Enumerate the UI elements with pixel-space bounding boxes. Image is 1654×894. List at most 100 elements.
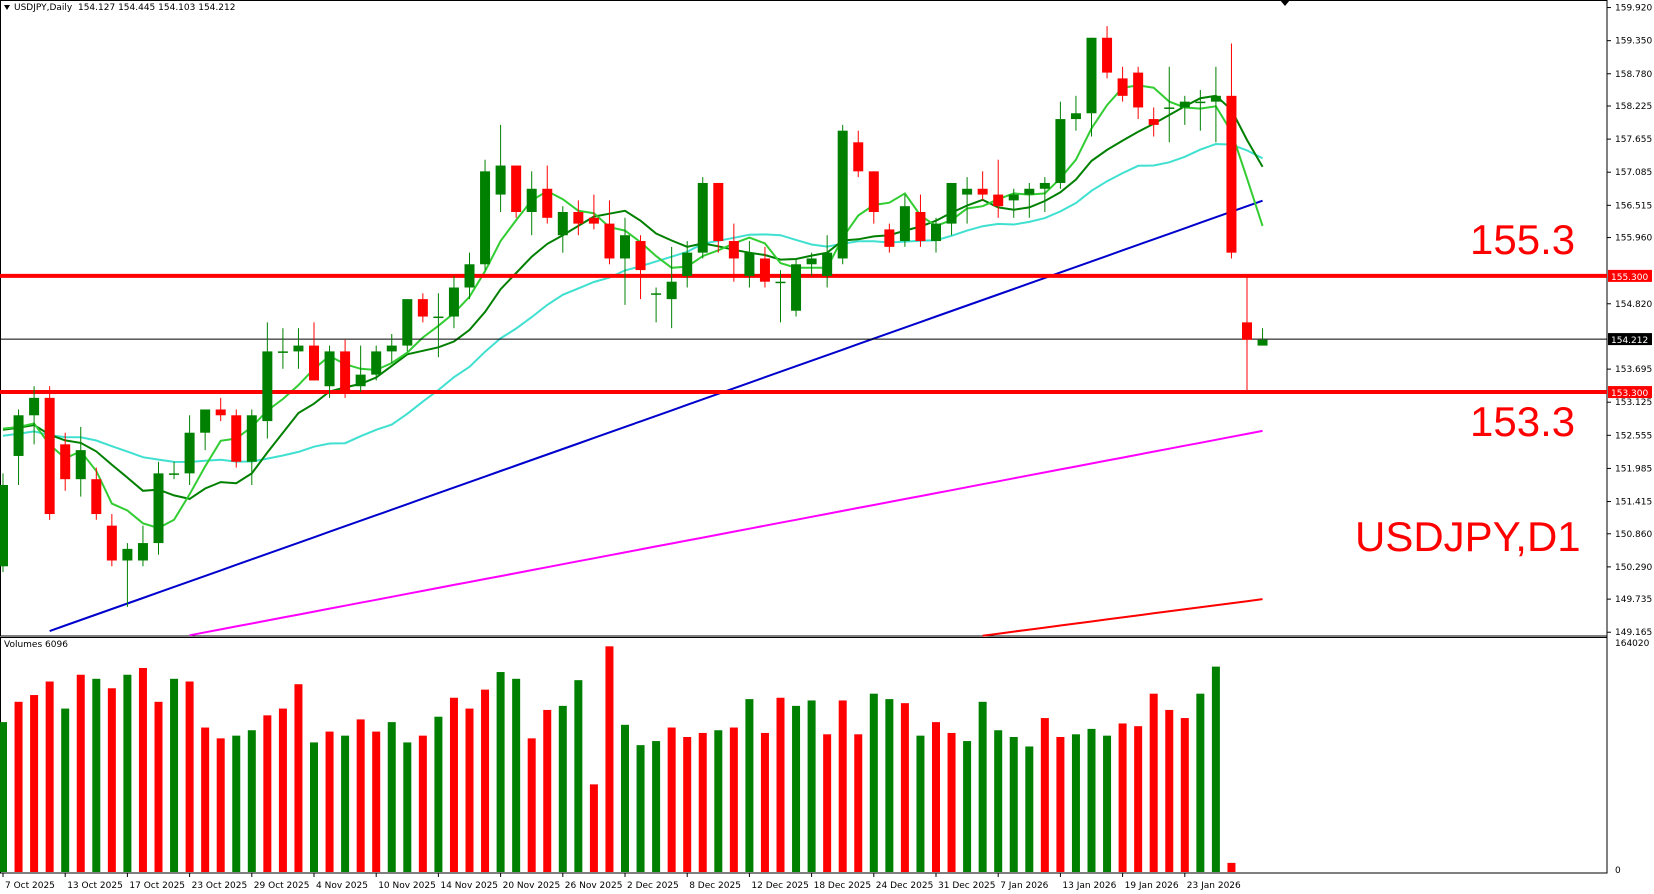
candle-body: [791, 264, 802, 311]
volume-bar: [216, 738, 225, 872]
volume-bar: [1211, 666, 1220, 872]
candle-body: [682, 252, 693, 276]
candle-body: [324, 351, 335, 387]
volume-bar: [278, 708, 287, 872]
time-axis-label: 29 Oct 2025: [254, 881, 310, 891]
level-price-label: 153.300: [1611, 389, 1648, 399]
candle-body: [386, 345, 397, 352]
volume-bar: [45, 681, 54, 872]
volume-bar: [963, 741, 972, 872]
price-axis-label: 153.125: [1615, 398, 1652, 408]
candle-body: [962, 188, 973, 195]
volume-bar: [76, 674, 85, 872]
volume-bar: [356, 719, 365, 872]
price-axis-label: 157.085: [1615, 168, 1652, 178]
candle-body: [44, 397, 55, 515]
candle-body: [122, 548, 133, 561]
candle-body: [184, 432, 195, 474]
candle-body: [169, 473, 180, 475]
volume-bar: [652, 741, 661, 872]
volume-bar: [170, 678, 179, 872]
candle-body: [1195, 101, 1206, 104]
price-axis-label: 153.695: [1615, 365, 1652, 375]
candle-body: [651, 293, 662, 295]
ma-10-line: [2, 94, 1264, 500]
candle-body: [822, 252, 833, 276]
volume-bar: [621, 724, 629, 872]
candle-body: [604, 223, 615, 259]
price-axis-label: 149.735: [1615, 595, 1652, 605]
candle-body: [293, 345, 304, 352]
dropdown-arrow-icon[interactable]: [4, 5, 10, 10]
volume-bar: [247, 730, 256, 872]
candle-body: [464, 264, 475, 288]
candle-body: [542, 188, 553, 218]
price-axis-label: 151.415: [1615, 498, 1652, 508]
candle-body: [1117, 78, 1128, 96]
candle-body: [993, 194, 1004, 207]
volume-bar: [325, 731, 334, 872]
candle-body: [1257, 339, 1268, 346]
volume-bar: [1165, 709, 1174, 872]
candle-body: [417, 299, 428, 317]
candle-body: [1133, 72, 1144, 108]
candle-body: [713, 182, 724, 242]
candle-body: [277, 351, 288, 353]
candle-body: [200, 409, 211, 433]
volume-bar: [294, 684, 303, 872]
candle-body: [806, 258, 817, 265]
candle-body: [1008, 194, 1019, 201]
volume-bar: [714, 730, 723, 872]
volume-bar: [745, 699, 754, 872]
candle-body: [309, 345, 319, 381]
chart-shift-marker-icon[interactable]: [1280, 0, 1290, 6]
volume-bar: [14, 701, 23, 872]
candle-body: [868, 171, 879, 212]
candle-body: [402, 299, 413, 346]
candle-body: [511, 165, 522, 212]
candle-body: [1055, 119, 1066, 183]
volume-bar: [589, 784, 598, 872]
candle-body: [1164, 107, 1175, 109]
volume-bar: [885, 699, 894, 872]
price-axis-label: 158.780: [1615, 70, 1652, 80]
volume-bar: [434, 716, 443, 872]
volume-bar: [1134, 726, 1143, 872]
candle-body: [526, 188, 537, 212]
candle-body: [355, 374, 366, 387]
ma-20-line: [2, 142, 1264, 464]
volume-bar: [107, 688, 116, 872]
volume-bar: [232, 735, 241, 872]
price-axis-label: 150.860: [1615, 530, 1652, 540]
volume-bar: [341, 735, 350, 872]
candle-body: [91, 479, 102, 515]
candle-body: [1242, 322, 1252, 340]
candle-body: [1086, 37, 1097, 114]
time-axis-label: 13 Jan 2026: [1062, 881, 1116, 891]
price-axis-label: 159.350: [1615, 37, 1652, 47]
price-axis-label: 155.960: [1615, 234, 1652, 244]
candle-body: [620, 235, 630, 259]
candle-body: [29, 397, 40, 416]
volume-bar: [310, 742, 318, 872]
time-axis-label: 19 Jan 2026: [1125, 881, 1179, 891]
price-axis-label: 151.985: [1615, 464, 1652, 474]
candle-body: [1102, 37, 1113, 73]
volume-bar: [574, 680, 583, 872]
candle-body: [495, 165, 506, 195]
volume-bar: [605, 646, 614, 872]
volume-bar: [1103, 735, 1112, 872]
volume-axis-max-label: 164020: [1615, 639, 1650, 649]
candle-body: [573, 212, 584, 224]
candle-body: [915, 212, 926, 242]
candle-body: [262, 351, 273, 422]
volume-bar: [403, 742, 412, 872]
time-axis-label: 7 Oct 2025: [5, 881, 55, 891]
chart-header: USDJPY,Daily 154.127 154.445 154.103 154…: [4, 3, 235, 13]
symbol-annotation: USDJPY,D1: [1355, 513, 1581, 560]
volume-bar: [869, 693, 878, 872]
candle-body: [1039, 182, 1050, 189]
candle-body: [884, 229, 895, 247]
